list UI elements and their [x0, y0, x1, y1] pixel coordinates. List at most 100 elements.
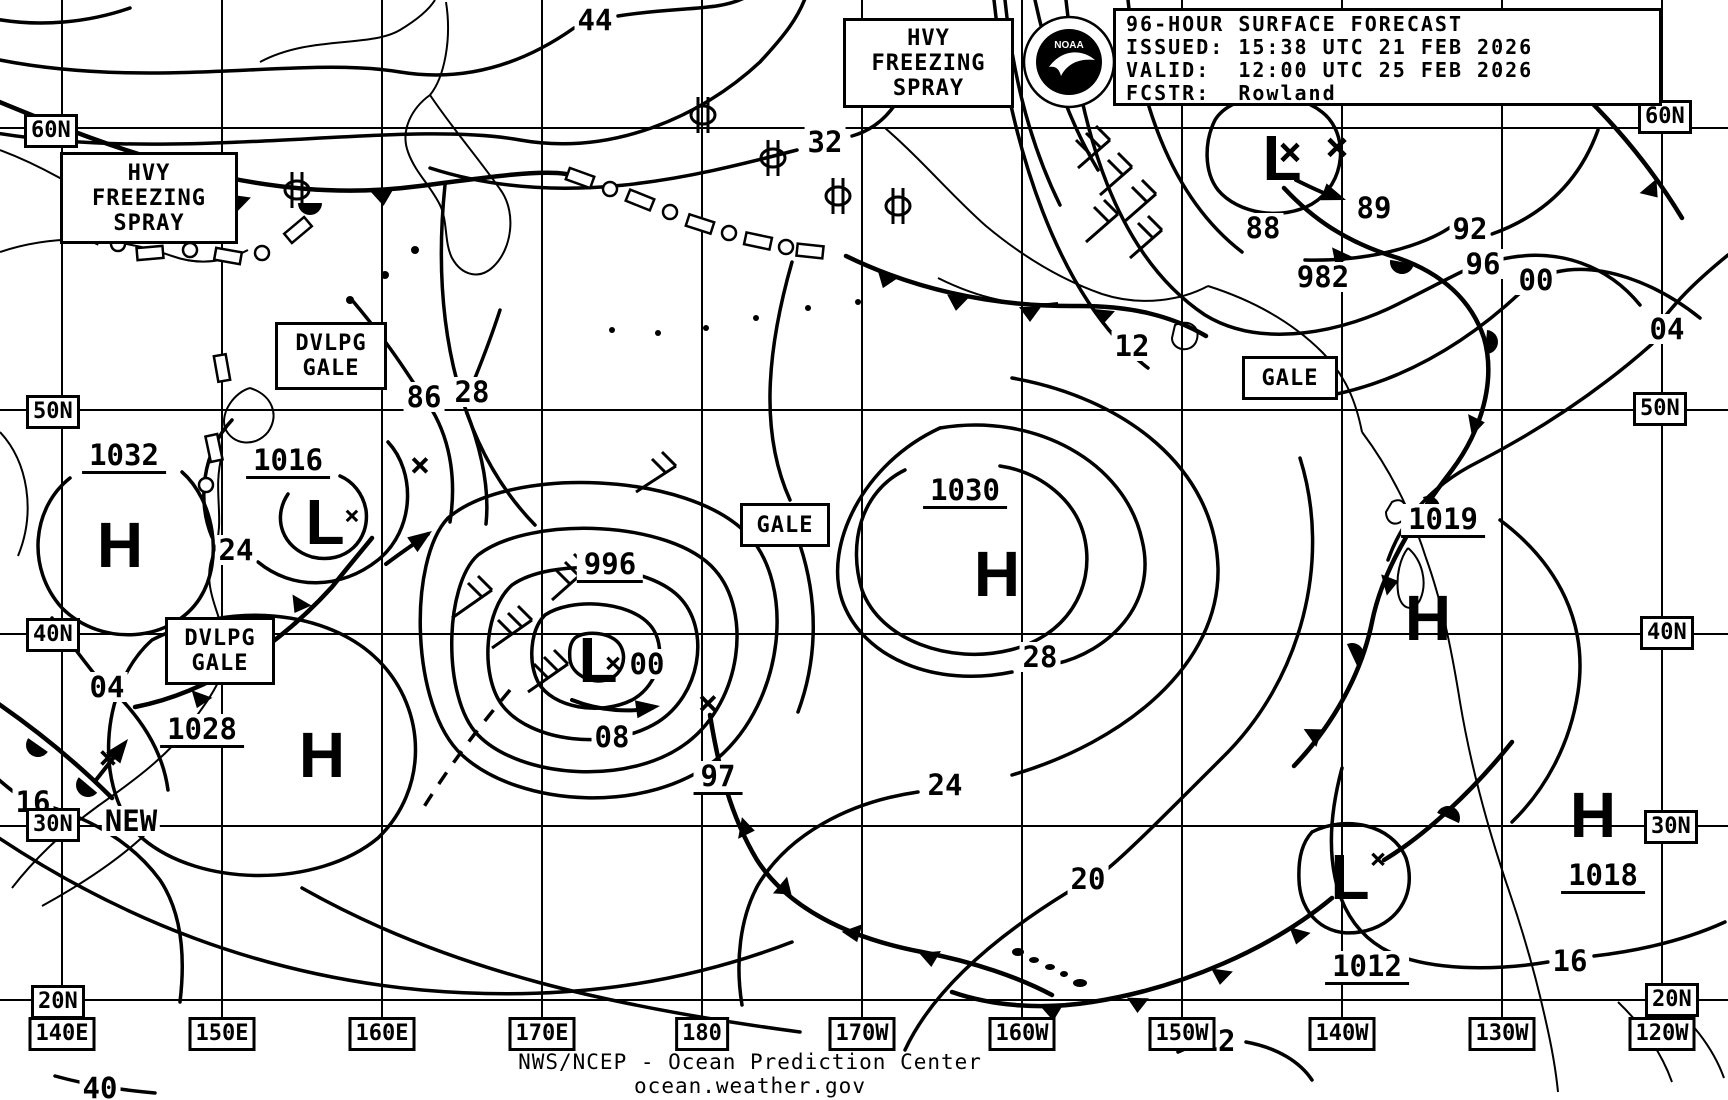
title-line: 96-HOUR SURFACE FORECAST — [1126, 12, 1463, 36]
longitude-label: 120W — [1628, 1017, 1696, 1051]
trough-line — [420, 688, 512, 811]
longitude-label: 160E — [348, 1017, 416, 1051]
position-x-marker: × — [1277, 129, 1303, 175]
forecaster-line: FCSTR: Rowland — [1126, 81, 1337, 105]
footer-url: ocean.weather.gov — [634, 1074, 866, 1098]
low-center-symbol: L — [1262, 122, 1302, 194]
longitude-label: 180 — [675, 1017, 729, 1051]
pressure-value-label: 1012 — [1325, 951, 1409, 985]
pressure-value-label: 1018 — [1561, 860, 1645, 894]
isobar-label: 88 — [1242, 213, 1284, 243]
longitude-label: 130W — [1468, 1017, 1536, 1051]
warning-box-line: GALE — [756, 512, 814, 538]
fronts — [0, 55, 1685, 1096]
latitude-label: 40N — [26, 618, 80, 652]
frontolysis-chain — [564, 166, 825, 260]
warning-box-line: DVLPG — [295, 331, 367, 356]
latitude-label: 60N — [1638, 100, 1692, 134]
position-x-marker: × — [1324, 124, 1350, 170]
longitude-label: 150E — [188, 1017, 256, 1051]
pressure-value-label: 1019 — [1401, 504, 1485, 538]
footer: NWS/NCEP - Ocean Prediction Center ocean… — [420, 1050, 1080, 1098]
pressure-value-label: 996 — [576, 549, 644, 583]
latitude-label: 50N — [26, 395, 80, 429]
isobar-label: 982 — [1293, 262, 1353, 292]
warning-box-line: GALE — [191, 651, 249, 676]
low-center-symbol: L — [1330, 841, 1370, 913]
warning-box: HVY FREEZING SPRAY — [60, 152, 238, 244]
warning-box: GALE — [1242, 356, 1338, 400]
longitude-label: 140E — [28, 1017, 96, 1051]
movement-arrows — [94, 178, 1346, 782]
warning-box-line: HVY — [127, 160, 171, 186]
high-center-symbol: H — [973, 538, 1021, 610]
isobar-label: 00 — [626, 649, 668, 679]
isobar-label: 86 — [403, 382, 445, 412]
warning-box-line: GALE — [1261, 365, 1319, 391]
isobar-label: 24 — [215, 535, 257, 565]
longitude-label: 140W — [1308, 1017, 1376, 1051]
low-center-symbol: L — [305, 486, 345, 558]
noaa-logo-icon: NOAA — [1022, 15, 1116, 109]
warning-box: GALE — [740, 503, 830, 547]
warning-box: DVLPG GALE — [165, 617, 275, 685]
high-center-symbol: H — [1569, 779, 1617, 851]
warning-box-line: HVY — [907, 25, 950, 51]
longitude-label: 160W — [988, 1017, 1056, 1051]
isobar-label: 32 — [804, 127, 846, 157]
latitude-label: 40N — [1640, 616, 1694, 650]
position-x-marker: × — [409, 445, 431, 485]
position-x-marker: × — [604, 646, 622, 679]
isobar-label: 20 — [1067, 864, 1109, 894]
pressure-value-label: 1030 — [923, 475, 1007, 509]
pressure-value-label: 1016 — [246, 445, 330, 479]
warning-box-line: FREEZING — [871, 50, 986, 76]
wind-barbs — [451, 124, 1164, 694]
pressure-value-label: 1028 — [160, 714, 244, 748]
isobar-label: 28 — [451, 377, 493, 407]
latitude-label: 60N — [24, 114, 78, 148]
high-center-symbol: H — [1404, 582, 1452, 654]
isobar-label: 00 — [1515, 265, 1557, 295]
latitude-label: 30N — [26, 808, 80, 842]
isobar-label: 12 — [1111, 331, 1153, 361]
isobar-label: 92 — [1449, 214, 1491, 244]
svg-text:NOAA: NOAA — [1054, 40, 1083, 51]
isobar-label: 96 — [1462, 249, 1504, 279]
footer-agency: NWS/NCEP - Ocean Prediction Center — [518, 1050, 982, 1074]
isobar-label: 89 — [1353, 193, 1395, 223]
longitude-label: 170W — [828, 1017, 896, 1051]
isobar-label: 44 — [574, 5, 616, 35]
pressure-value-label: 1032 — [82, 440, 166, 474]
isobar-label: 04 — [1646, 314, 1688, 344]
isobar-label: 16 — [1549, 946, 1591, 976]
high-center-symbol: H — [96, 509, 144, 581]
isobar-label: 28 — [1019, 642, 1061, 672]
longitude-label: 170E — [508, 1017, 576, 1051]
title-block: 96-HOUR SURFACE FORECAST ISSUED: 15:38 U… — [1113, 8, 1662, 106]
isobar-label: 04 — [86, 672, 128, 702]
warning-box-line: GALE — [302, 356, 360, 381]
freezing-spray-icon — [283, 97, 912, 224]
warning-box-line: SPRAY — [892, 75, 965, 101]
latitude-label: 20N — [31, 985, 85, 1019]
position-x-marker: × — [344, 501, 360, 531]
latitude-label: 30N — [1644, 810, 1698, 844]
valid-line: VALID: 12:00 UTC 25 FEB 2026 — [1126, 58, 1534, 82]
warning-box-line: FREEZING — [92, 185, 206, 211]
position-x-marker: × — [697, 683, 719, 723]
isobar-label: 24 — [924, 770, 966, 800]
warning-box-line: SPRAY — [113, 210, 185, 236]
map-text-label: NEW — [101, 806, 161, 836]
latitude-label: 20N — [1645, 983, 1699, 1017]
isobar-label: 40 — [79, 1073, 121, 1100]
high-center-symbol: H — [298, 719, 346, 791]
pressure-value-label: 97 — [693, 761, 743, 795]
low-center-symbol: L — [578, 624, 618, 696]
warning-box: DVLPG GALE — [275, 322, 387, 390]
islands — [286, 246, 1087, 987]
isobar-label: 08 — [591, 722, 633, 752]
warning-box: HVY FREEZING SPRAY — [843, 18, 1014, 108]
